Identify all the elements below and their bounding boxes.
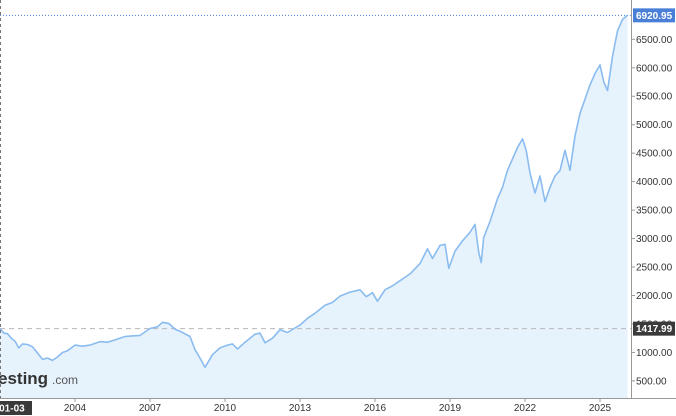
y-tick-label: 500.00 bbox=[636, 376, 667, 387]
area-fill bbox=[0, 15, 628, 399]
y-tick-label: 4000.00 bbox=[636, 177, 673, 188]
x-tick-label: 2010 bbox=[214, 403, 237, 414]
last-value-badge bbox=[633, 8, 675, 23]
y-tick-label: 2000.00 bbox=[636, 291, 673, 302]
reference-label: 1417.99 bbox=[636, 324, 673, 335]
x-tick-label: 2019 bbox=[439, 403, 462, 414]
x-axis: 2004 2007 2010 2013 2016 2019 2022 2025 2001-03 bbox=[0, 398, 612, 415]
reference-badge bbox=[633, 321, 675, 336]
watermark: esting .com bbox=[0, 369, 78, 388]
y-tick-label: 6000.00 bbox=[636, 63, 673, 74]
x-start-badge bbox=[0, 401, 32, 415]
x-tick-label: 2007 bbox=[139, 403, 162, 414]
x-tick-label: 2025 bbox=[589, 403, 612, 414]
y-tick-label: 5000.00 bbox=[636, 120, 673, 131]
value-badges: 6920.95 1417.99 bbox=[633, 8, 675, 336]
watermark-main: esting bbox=[0, 369, 48, 388]
y-tick-label: 1000.00 bbox=[636, 348, 673, 359]
y-tick-label: 5500.00 bbox=[636, 92, 673, 103]
x-tick-label: 2016 bbox=[364, 403, 387, 414]
x-tick-label: 2013 bbox=[289, 403, 312, 414]
watermark-domain: .com bbox=[52, 373, 78, 387]
y-tick-label: 3000.00 bbox=[636, 234, 673, 245]
series-line bbox=[0, 14, 629, 369]
y-tick-label: 3500.00 bbox=[636, 206, 673, 217]
y-tick-label: 6500.00 bbox=[636, 35, 673, 46]
y-tick-label: 2500.00 bbox=[636, 263, 673, 274]
last-value-label: 6920.95 bbox=[636, 11, 673, 22]
x-start-label: 2001-03 bbox=[0, 404, 25, 415]
x-tick-label: 2022 bbox=[514, 403, 537, 414]
x-tick-label: 2004 bbox=[64, 403, 87, 414]
y-tick-label: 4500.00 bbox=[636, 149, 673, 160]
